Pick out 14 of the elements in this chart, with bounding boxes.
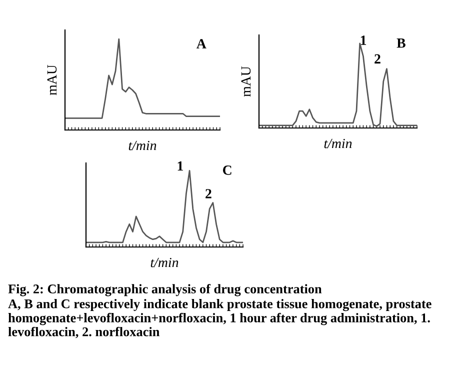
y-axis-title: mAU (241, 66, 251, 97)
annotation: C (222, 166, 232, 175)
y-axis-title: mAU (47, 64, 57, 96)
text: A, B and C respectively indicate blank prostate tissue homogenate, prostate homogenate+levofloxacin+norfloxacin, 1 hour after drug administration, 1. levofloxacin, 2. norfloxacin (8, 299, 432, 338)
annotation: 2 (206, 189, 212, 198)
x-axis-title: t/min (150, 258, 178, 268)
text: 1 (178, 161, 183, 171)
x-axis-title: t/min (324, 138, 352, 148)
annotation: 1 (360, 36, 366, 45)
annotation: 2 (374, 54, 380, 64)
x-axis-title: t/min (128, 140, 156, 150)
annotation: B (396, 38, 406, 48)
annotation: A (196, 39, 206, 48)
text: Fig. 2: Chromatographic analysis of drug concentration (8, 284, 322, 296)
